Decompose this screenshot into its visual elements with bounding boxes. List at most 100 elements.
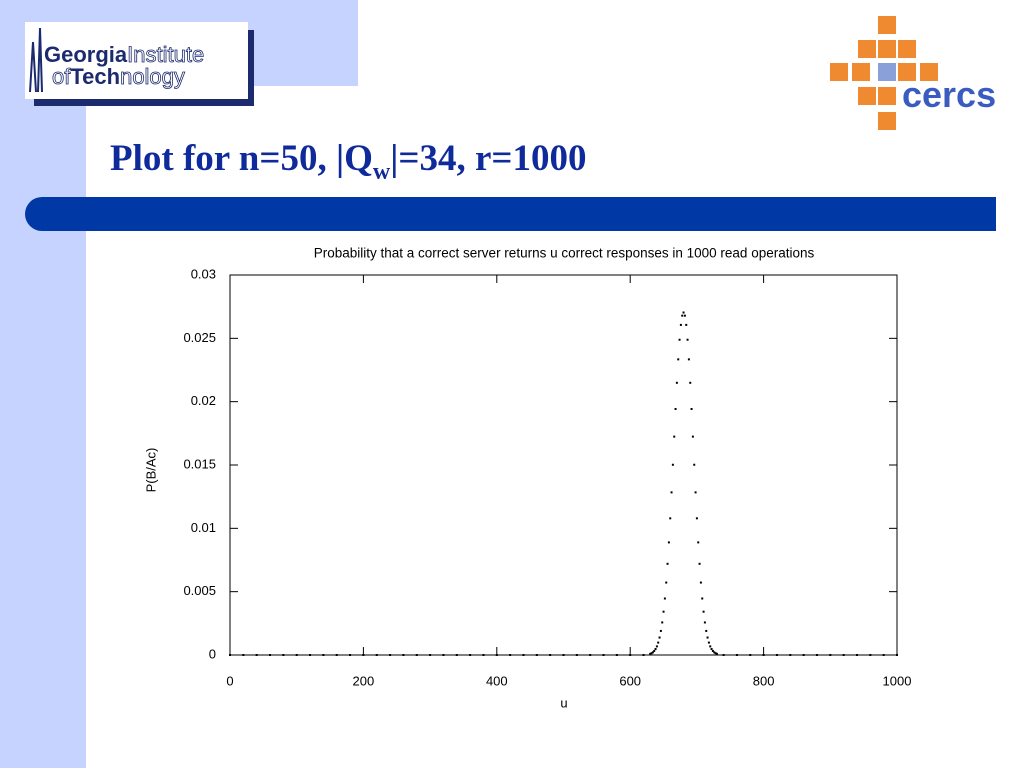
point [255, 654, 258, 656]
logo-text: Tech [70, 64, 120, 89]
chart-title: Probability that a correct server return… [314, 246, 815, 261]
point [662, 610, 665, 613]
y-tick-label: 0.02 [191, 393, 216, 408]
point [675, 381, 678, 384]
point [697, 541, 700, 544]
point [896, 654, 898, 656]
x-tick-label: 1000 [883, 673, 912, 688]
point [681, 314, 684, 317]
point [673, 435, 676, 438]
x-tick-label: 600 [619, 673, 641, 688]
point [683, 314, 686, 317]
title-text: |=34, r=1000 [390, 138, 586, 179]
point [509, 654, 512, 656]
point [714, 652, 717, 655]
point [667, 541, 670, 544]
point [762, 654, 765, 656]
point [698, 562, 701, 565]
point [653, 649, 656, 652]
point [674, 408, 677, 411]
x-tick-label: 200 [353, 673, 375, 688]
point [707, 641, 710, 644]
y-tick-label: 0.025 [183, 330, 216, 345]
logo-text: Institute [127, 42, 204, 67]
point [562, 654, 565, 656]
point [722, 654, 725, 656]
point [663, 597, 666, 600]
point [282, 654, 285, 656]
point [703, 621, 706, 624]
point [685, 323, 688, 326]
point [695, 517, 698, 520]
point [679, 323, 682, 326]
point [869, 654, 872, 656]
point [549, 654, 552, 656]
point [693, 463, 696, 466]
point [642, 654, 645, 656]
point [706, 636, 709, 639]
cercs-icon [830, 16, 938, 130]
y-tick-label: 0.005 [183, 583, 216, 598]
point [789, 654, 792, 656]
point [682, 311, 685, 314]
point [687, 358, 690, 361]
point [670, 491, 673, 494]
point [522, 654, 525, 656]
point [671, 463, 674, 466]
point [402, 654, 405, 656]
point [669, 517, 672, 520]
point [589, 654, 592, 656]
point [699, 581, 702, 584]
point [829, 654, 832, 656]
point [749, 654, 752, 656]
point [495, 654, 498, 656]
y-tick-label: 0.015 [183, 456, 216, 471]
point [735, 654, 738, 656]
point [615, 654, 618, 656]
point [629, 654, 632, 656]
point [702, 610, 705, 613]
point [677, 358, 680, 361]
point [710, 648, 713, 651]
point [715, 652, 718, 655]
point [269, 654, 272, 656]
cercs-text: cercs [902, 74, 996, 115]
title-bar [25, 197, 996, 231]
x-tick-label: 0 [226, 673, 233, 688]
point [709, 645, 712, 648]
point [335, 654, 338, 656]
point [665, 581, 668, 584]
slide-title: Plot for n=50, |Qw|=34, r=1000 [110, 138, 586, 185]
point [389, 654, 392, 656]
point [469, 654, 472, 656]
logo-line1: GeorgiaInstitute [44, 42, 204, 67]
point [362, 654, 365, 656]
logo-text: Georgia [44, 42, 128, 67]
logo-box [25, 22, 248, 99]
logo-line2: ofTechnology [52, 64, 185, 89]
point [658, 636, 661, 639]
point [686, 338, 689, 341]
point [691, 435, 694, 438]
title-text: Plot for n=50, |Q [110, 138, 373, 179]
point [322, 654, 325, 656]
point [815, 654, 818, 656]
point [855, 654, 858, 656]
point [442, 654, 445, 656]
point [690, 408, 693, 411]
point [242, 654, 245, 656]
y-tick-label: 0 [209, 646, 216, 661]
point [651, 651, 654, 654]
point [654, 648, 657, 651]
point [657, 641, 660, 644]
left-strip [0, 0, 86, 768]
y-tick-label: 0.03 [191, 266, 216, 281]
point [375, 654, 378, 656]
point [701, 597, 704, 600]
point [655, 645, 658, 648]
point [650, 652, 653, 655]
point [689, 381, 692, 384]
point [349, 654, 352, 656]
point [575, 654, 578, 656]
